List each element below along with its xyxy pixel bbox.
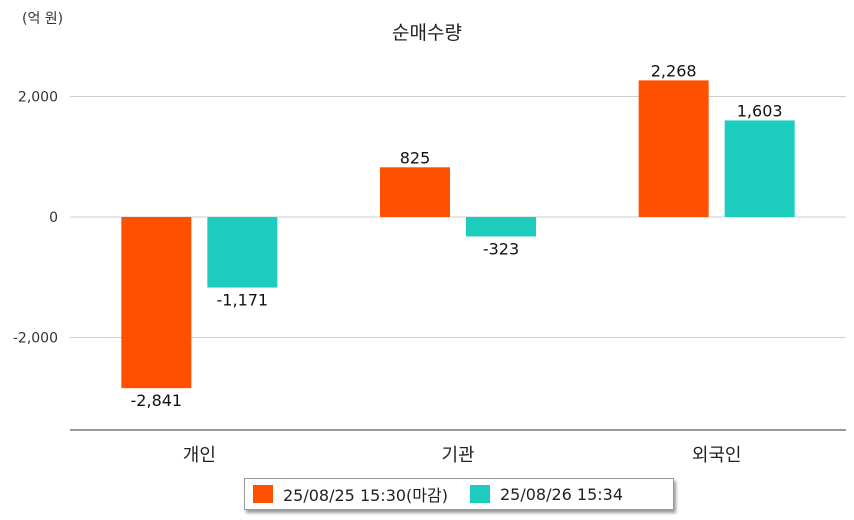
x-tick-label: 기관 — [441, 445, 474, 466]
unit-label: (억 원) — [22, 11, 64, 27]
data-label: -1,171 — [217, 291, 269, 310]
bar-2-1 — [207, 217, 278, 288]
chart-title: 순매수량 — [392, 22, 462, 44]
bar-1-2 — [380, 167, 450, 217]
data-label: -2,841 — [131, 391, 183, 410]
legend-swatch-series-2 — [469, 485, 490, 503]
y-tick-label: 2,000 — [18, 90, 58, 106]
data-label: -323 — [483, 239, 519, 258]
bar-2-3 — [724, 120, 795, 217]
legend-swatch-series-1 — [253, 485, 273, 503]
bar-1-3 — [638, 80, 709, 217]
x-tick-label: 개인 — [183, 445, 216, 466]
legend: 25/08/25 15:30(마감) 25/08/26 15:34 — [244, 478, 674, 510]
y-tick-label: 0 — [49, 210, 58, 226]
bar-1-1 — [121, 217, 192, 389]
legend-item-series-2[interactable]: 25/08/26 15:34 — [469, 484, 624, 504]
bar-chart: 2,000 0 -2,000 -2,841 -1,171 개인 825 -323 기관 2,268… — [13, 61, 846, 466]
data-label: 1,603 — [737, 101, 783, 120]
bar-2-2 — [466, 217, 536, 237]
legend-item-series-1[interactable]: 25/08/25 15:30(마감) — [253, 482, 448, 506]
data-label: 825 — [400, 148, 431, 167]
y-tick-label: -2,000 — [13, 331, 58, 347]
legend-label-series-2: 25/08/26 15:34 — [499, 484, 624, 504]
legend-label-series-1: 25/08/25 15:30(마감) — [283, 486, 448, 505]
data-label: 2,268 — [651, 61, 697, 80]
x-tick-label: 외국인 — [692, 445, 742, 466]
